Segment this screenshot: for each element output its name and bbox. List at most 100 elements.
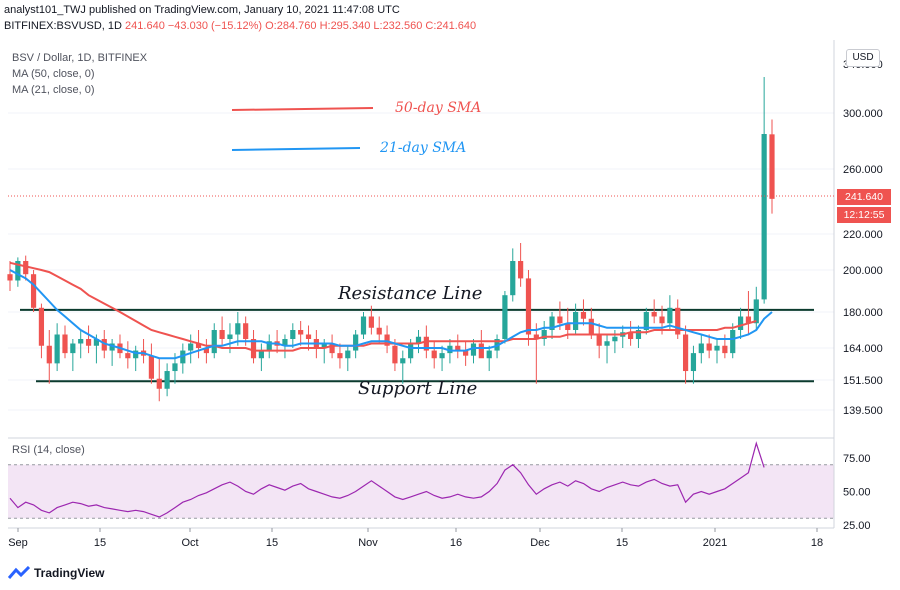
- countdown-label: 12:12:55: [837, 207, 891, 223]
- candle-body: [30, 274, 37, 308]
- ohlc-header: BITFINEX:BSVUSD, 1D 241.640 −43.030 (−15…: [4, 20, 476, 32]
- time-tick-label: 15: [266, 537, 278, 549]
- candle-body: [565, 323, 571, 330]
- time-tick-label: Oct: [181, 537, 198, 549]
- candle-body: [211, 330, 217, 354]
- low-value: L:232.560: [373, 20, 423, 32]
- candle-body: [580, 312, 587, 319]
- price-tick-label: 260.000: [843, 164, 883, 176]
- support-annotation: Support Line: [358, 378, 478, 399]
- candle-body: [243, 323, 249, 339]
- sma50-annotation: 50-day SMA: [395, 100, 482, 116]
- candle-body: [682, 334, 689, 372]
- candle-body: [376, 327, 382, 335]
- candle-body: [148, 355, 155, 379]
- sma21-annotation: 21-day SMA: [380, 140, 467, 156]
- candle-body: [78, 339, 84, 344]
- brand-text: TradingView: [34, 566, 105, 580]
- candle-body: [101, 339, 107, 351]
- candle-body: [737, 316, 744, 330]
- price-gridlines: [8, 112, 834, 411]
- time-tick-label: Dec: [530, 537, 550, 549]
- candle-body: [337, 353, 343, 359]
- candle-body: [290, 330, 296, 339]
- candle-body: [227, 334, 233, 339]
- candle-body: [463, 350, 469, 356]
- sma50-annotation-line: [231, 107, 374, 111]
- candle-body: [85, 339, 92, 346]
- price-tick-label: 200.000: [843, 265, 883, 277]
- time-tick-label: 15: [94, 537, 106, 549]
- currency-button[interactable]: USD: [846, 49, 880, 67]
- candle-body: [431, 350, 437, 359]
- time-tick-label: 16: [450, 537, 462, 549]
- candle-body: [109, 343, 115, 351]
- candle-body: [761, 134, 767, 300]
- candle-body: [392, 345, 398, 364]
- candle-body: [612, 336, 618, 342]
- candle-body: [596, 334, 602, 346]
- time-tick-label: 15: [616, 537, 628, 549]
- tradingview-logo[interactable]: TradingView: [8, 566, 104, 580]
- candle-body: [298, 330, 304, 335]
- symbol: BITFINEX:BSVUSD, 1D: [4, 20, 122, 32]
- candle-body: [518, 261, 524, 279]
- candle-body: [706, 343, 712, 351]
- candle-body: [125, 353, 131, 359]
- price-tick-label: 151.500: [843, 375, 883, 387]
- candle-body: [235, 323, 241, 335]
- price-tick-label: 220.000: [843, 229, 883, 241]
- rsi-line: [9, 441, 765, 518]
- time-tick-label: 2021: [703, 537, 727, 549]
- chart-title: BSV / Dollar, 1D, BITFINEX: [12, 52, 148, 64]
- candle-body: [635, 330, 642, 339]
- candle-body: [258, 350, 264, 359]
- candle-body: [533, 334, 539, 339]
- candle-body: [408, 343, 414, 359]
- candle-body: [180, 350, 186, 364]
- rsi-tick-label: 25.00: [843, 520, 871, 532]
- time-tick-label: Sep: [8, 537, 28, 549]
- candle-body: [690, 353, 697, 372]
- candle-body: [23, 261, 29, 275]
- ma21-line: [9, 269, 773, 360]
- candle-body: [557, 316, 563, 324]
- candle-body: [195, 343, 202, 348]
- candles: [7, 77, 775, 402]
- candle-body: [305, 334, 312, 339]
- candle-body: [486, 350, 492, 359]
- candle-body: [753, 299, 759, 324]
- publisher-line: analyst101_TWJ published on TradingView.…: [4, 4, 400, 16]
- candle-body: [439, 353, 445, 359]
- time-tick-label: Nov: [358, 537, 378, 549]
- candle-body: [722, 345, 728, 354]
- time-axis-ticks: Sep 15 Oct 15 Nov 16 Dec 15 2021 18: [8, 528, 823, 549]
- candle-body: [156, 378, 162, 389]
- candle-body: [172, 363, 178, 372]
- rsi-axis-ticks: 75.00 50.00 25.00: [843, 453, 871, 532]
- candle-body: [360, 316, 367, 335]
- price-tick-label: 139.500: [843, 405, 883, 417]
- candle-body: [93, 339, 100, 346]
- candle-body: [478, 343, 484, 359]
- candle-body: [62, 334, 68, 354]
- close-value: C:241.640: [425, 20, 477, 32]
- rsi-legend: RSI (14, close): [12, 444, 85, 456]
- tradingview-icon: [8, 566, 30, 579]
- candle-body: [588, 318, 594, 335]
- candle-body: [15, 261, 21, 281]
- price-tick-label: 164.000: [843, 343, 883, 355]
- candle-body: [627, 332, 634, 339]
- last-value: 241.640: [125, 20, 165, 32]
- candle-body: [345, 350, 351, 359]
- sma21-annotation-line: [231, 147, 361, 151]
- ma21-legend: MA (21, close, 0): [12, 84, 95, 96]
- candle-body: [164, 371, 170, 389]
- open-value: O:284.760: [265, 20, 317, 32]
- candle-body: [54, 334, 60, 364]
- rsi-tick-label: 75.00: [843, 453, 871, 465]
- candle-body: [368, 316, 374, 328]
- candle-body: [447, 345, 453, 354]
- candle-body: [353, 334, 359, 351]
- time-tick-label: 18: [811, 537, 823, 549]
